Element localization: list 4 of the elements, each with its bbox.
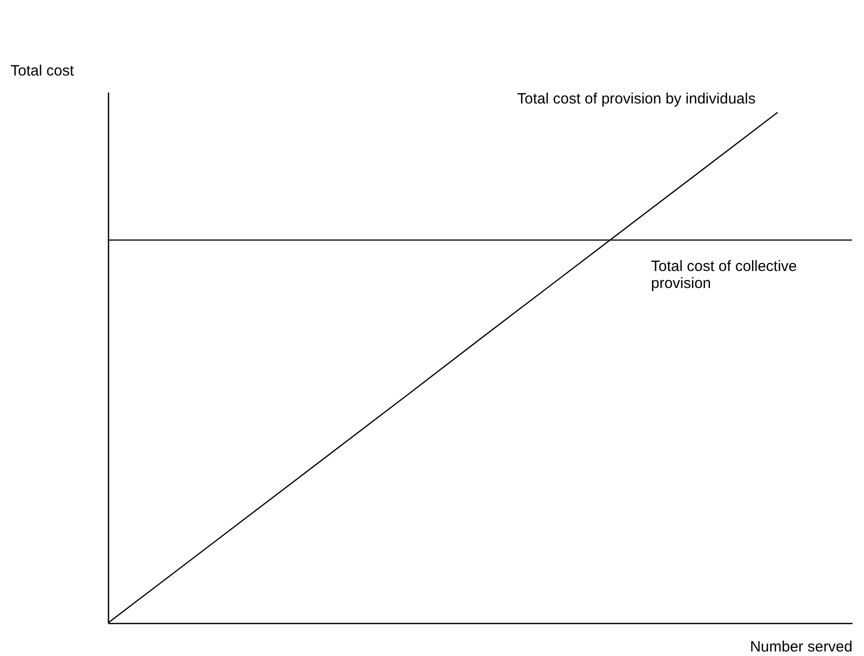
x-axis-title: Number served	[750, 638, 852, 656]
series-label: Total cost of provision by individuals	[517, 90, 756, 108]
series-label: Total cost of collective provision	[651, 258, 797, 292]
y-axis-title: Total cost	[10, 62, 75, 80]
